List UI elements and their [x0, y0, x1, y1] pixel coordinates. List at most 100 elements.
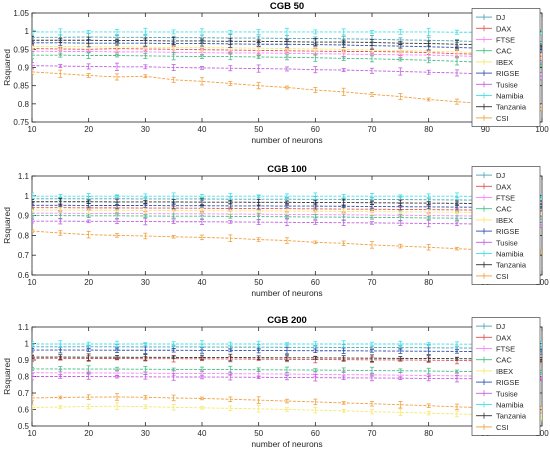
- x-tick-label: 20: [84, 278, 93, 287]
- x-tick-label: 10: [28, 125, 37, 134]
- legend: DJ DAX FTSE CAC IBEX RIGSE Tusise Namibia Tanzan…: [471, 166, 541, 285]
- legend-item: CAC: [476, 47, 512, 56]
- legend-label: DJ: [496, 171, 505, 180]
- y-tick-label: 0.8: [18, 373, 30, 382]
- legend-item: CAC: [476, 356, 512, 365]
- y-tick-label: 1.1: [18, 172, 30, 181]
- legend-label: DAX: [496, 333, 511, 342]
- y-tick-label: 0.7: [18, 251, 30, 260]
- y-tick-label: 0.75: [13, 118, 29, 127]
- chart-title: CGB 100: [267, 164, 307, 175]
- y-tick-label: 0.9: [18, 212, 30, 221]
- x-tick-label: 30: [141, 429, 150, 438]
- x-tick-label: 80: [424, 125, 433, 134]
- legend-label: Tanzania: [496, 261, 527, 270]
- legend-label: RIGSE: [496, 227, 519, 236]
- x-tick-label: 50: [254, 125, 263, 134]
- legend-label: Namibia: [496, 250, 524, 259]
- y-tick-label: 0.7: [18, 389, 30, 398]
- legend-label: Tanzania: [496, 412, 527, 421]
- legend-item: DAX: [476, 182, 511, 191]
- legend-label: RIGSE: [496, 69, 519, 78]
- y-tick-label: 1: [25, 192, 30, 201]
- legend-item: Namibia: [476, 250, 524, 259]
- legend-item: FTSE: [476, 36, 515, 45]
- legend-label: Namibia: [496, 92, 524, 101]
- y-tick-label: 0.5: [18, 422, 30, 431]
- chart-panel-3: CGB 2001020304050607080901000.50.60.70.8…: [2, 315, 549, 449]
- chart-title: CGB 50: [270, 1, 304, 12]
- legend-label: FTSE: [496, 345, 515, 354]
- y-tick-label: 1: [25, 340, 30, 349]
- legend-item: CSI: [476, 114, 509, 123]
- x-axis-label: number of neurons: [251, 135, 322, 145]
- series-csi: [32, 68, 542, 111]
- legend-item: CSI: [476, 272, 509, 281]
- x-tick-label: 60: [311, 125, 320, 134]
- x-tick-label: 50: [254, 278, 263, 287]
- legend: DJ DAX FTSE CAC IBEX RIGSE Tusise Namibia Tanzan…: [471, 8, 541, 127]
- chart-panel-1: CGB 50 10 20 30 40 50 60 70 80 90 100 0.75 0.8 0.85 0.…: [2, 1, 549, 145]
- y-tick-label: 0.6: [18, 271, 30, 280]
- y-axis-label: Rsquared: [2, 207, 12, 244]
- x-tick-label: 100: [535, 429, 549, 438]
- series-group: [32, 192, 542, 255]
- legend-label: RIGSE: [496, 378, 519, 387]
- legend-item: IBEX: [476, 58, 513, 67]
- legend-item: RIGSE: [476, 69, 519, 78]
- y-tick-label: 0.85: [13, 82, 29, 91]
- legend-label: Tanzania: [496, 103, 527, 112]
- legend-label: FTSE: [496, 194, 515, 203]
- legend-item: FTSE: [476, 345, 515, 354]
- legend-label: Namibia: [496, 401, 524, 410]
- legend-label: CSI: [496, 272, 509, 281]
- legend-item: DJ: [476, 322, 505, 331]
- legend-item: Tusise: [476, 238, 518, 247]
- series-tanzania: [32, 198, 542, 208]
- legend-label: Tusise: [496, 80, 518, 89]
- legend-label: FTSE: [496, 36, 515, 45]
- y-tick-label: 0.8: [18, 231, 30, 240]
- series-group: [32, 340, 542, 421]
- legend-item: Tusise: [476, 80, 518, 89]
- legend-item: Namibia: [476, 401, 524, 410]
- y-tick-label: 1.05: [13, 9, 29, 18]
- x-tick-label: 70: [368, 429, 377, 438]
- x-tick-label: 40: [198, 125, 207, 134]
- x-tick-label: 30: [141, 125, 150, 134]
- y-tick-label: 0.6: [18, 406, 30, 415]
- legend-item: DJ: [476, 13, 505, 22]
- x-axis-label: number of neurons: [251, 439, 322, 449]
- x-tick-label: 90: [481, 125, 490, 134]
- chart-title: CGB 200: [267, 315, 307, 326]
- legend-item: DAX: [476, 24, 511, 33]
- x-tick-label: 30: [141, 278, 150, 287]
- y-tick-label: 1: [25, 27, 30, 36]
- series-group: [32, 27, 542, 111]
- legend-label: IBEX: [496, 216, 513, 225]
- series-rigse: [32, 346, 542, 355]
- legend-item: FTSE: [476, 194, 515, 203]
- legend-item: RIGSE: [476, 227, 519, 236]
- y-tick-label: 0.9: [18, 64, 30, 73]
- legend-item: Tanzania: [476, 261, 527, 270]
- x-tick-label: 60: [311, 429, 320, 438]
- y-tick-label: 0.9: [18, 356, 30, 365]
- series-tusise: [32, 372, 542, 383]
- y-tick-label: 0.95: [13, 45, 29, 54]
- x-tick-label: 10: [28, 429, 37, 438]
- x-tick-label: 20: [84, 125, 93, 134]
- legend-label: CSI: [496, 114, 509, 123]
- legend-item: DJ: [476, 171, 505, 180]
- legend-label: IBEX: [496, 58, 513, 67]
- series-cac: [32, 365, 542, 376]
- y-axis-label: Rsquared: [2, 358, 12, 395]
- x-tick-label: 70: [368, 125, 377, 134]
- legend-item: Tanzania: [476, 103, 527, 112]
- legend-label: IBEX: [496, 367, 513, 376]
- legend-item: CSI: [476, 423, 509, 432]
- legend-item: IBEX: [476, 367, 513, 376]
- series-namibia: [32, 27, 542, 36]
- y-axis-label: Rsquared: [2, 49, 12, 86]
